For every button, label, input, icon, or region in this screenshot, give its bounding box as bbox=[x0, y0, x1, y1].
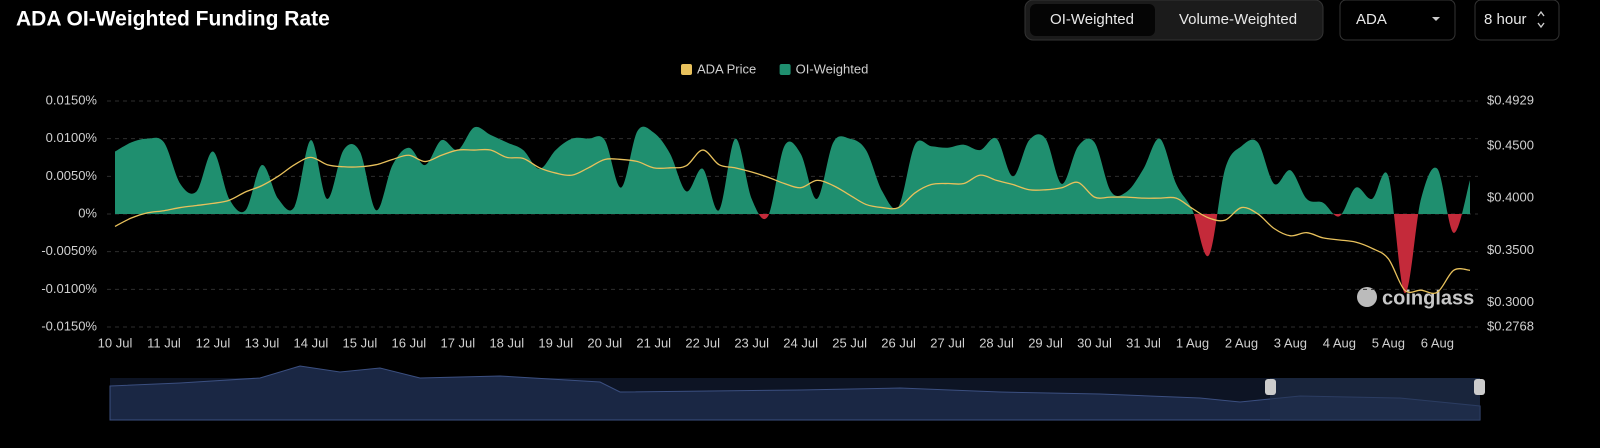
x-tick-label: 2 Aug bbox=[1225, 335, 1258, 350]
x-tick-label: 30 Jul bbox=[1077, 335, 1112, 350]
area-positive bbox=[115, 126, 1470, 214]
navigator-handle[interactable] bbox=[1474, 379, 1485, 395]
y-tick-label: -0.0150% bbox=[41, 318, 97, 333]
y-tick-label: 0.0150% bbox=[46, 92, 98, 107]
x-tick-label: 21 Jul bbox=[636, 335, 671, 350]
watermark: coinglass bbox=[1357, 287, 1474, 309]
x-tick-label: 12 Jul bbox=[196, 335, 231, 350]
chart-title: ADA OI-Weighted Funding Rate bbox=[16, 8, 330, 31]
x-tick-label: 24 Jul bbox=[783, 335, 818, 350]
y2-tick-label: $0.3500 bbox=[1487, 242, 1534, 257]
x-tick-label: 5 Aug bbox=[1372, 335, 1405, 350]
x-tick-label: 6 Aug bbox=[1421, 335, 1454, 350]
x-tick-label: 10 Jul bbox=[98, 335, 133, 350]
x-tick-label: 4 Aug bbox=[1323, 335, 1356, 350]
x-tick-label: 11 Jul bbox=[147, 335, 181, 350]
legend-swatch bbox=[779, 64, 791, 75]
toggle-button[interactable]: Volume-Weighted bbox=[1179, 11, 1297, 28]
x-tick-label: 17 Jul bbox=[440, 335, 475, 350]
interval-select[interactable] bbox=[1474, 0, 1560, 41]
x-tick-label: 29 Jul bbox=[1028, 335, 1063, 350]
navigator bbox=[109, 365, 1485, 421]
y2-tick-label: $0.4929 bbox=[1487, 92, 1534, 107]
y2-tick-label: $0.3000 bbox=[1487, 294, 1534, 309]
interval-value[interactable]: 8 hour bbox=[1484, 11, 1527, 28]
x-tick-label: 28 Jul bbox=[979, 335, 1014, 350]
watermark-icon bbox=[1357, 287, 1377, 307]
symbol-select[interactable] bbox=[1339, 0, 1456, 41]
toggle-button[interactable]: OI-Weighted bbox=[1050, 11, 1134, 28]
navigator-window[interactable] bbox=[1270, 378, 1480, 420]
x-tick-label: 23 Jul bbox=[734, 335, 769, 350]
y2-tick-label: $0.2768 bbox=[1487, 318, 1534, 333]
x-tick-label: 3 Aug bbox=[1274, 335, 1307, 350]
watermark-text: coinglass bbox=[1382, 287, 1474, 309]
x-tick-label: 20 Jul bbox=[587, 335, 622, 350]
x-tick-label: 27 Jul bbox=[930, 335, 965, 350]
symbol-value[interactable]: ADA bbox=[1356, 11, 1387, 28]
x-tick-label: 25 Jul bbox=[832, 335, 867, 350]
x-tick-label: 1 Aug bbox=[1176, 335, 1209, 350]
x-tick-label: 22 Jul bbox=[685, 335, 720, 350]
y-tick-label: -0.0050% bbox=[41, 243, 97, 258]
x-tick-label: 26 Jul bbox=[881, 335, 916, 350]
stepper-arrows bbox=[1537, 10, 1545, 29]
x-tick-label: 19 Jul bbox=[538, 335, 573, 350]
y-tick-label: 0.0050% bbox=[46, 168, 98, 183]
toggle-group: OI-Weighted Volume-Weighted bbox=[1024, 0, 1324, 41]
legend-label: OI-Weighted bbox=[796, 61, 869, 76]
x-tick-label: 13 Jul bbox=[245, 335, 280, 350]
x-tick-label: 15 Jul bbox=[343, 335, 378, 350]
y-tick-label: 0% bbox=[78, 205, 97, 220]
legend-label: ADA Price bbox=[697, 61, 756, 76]
y-tick-label: 0.0100% bbox=[46, 130, 98, 145]
legend-swatch bbox=[681, 64, 692, 75]
y2-tick-label: $0.4500 bbox=[1487, 137, 1534, 152]
y-tick-label: -0.0100% bbox=[41, 281, 97, 296]
x-tick-label: 31 Jul bbox=[1126, 335, 1161, 350]
price-line bbox=[114, 148, 1471, 295]
navigator-handle[interactable] bbox=[1265, 379, 1276, 395]
toggle-active[interactable] bbox=[1030, 4, 1155, 36]
x-tick-label: 18 Jul bbox=[489, 335, 524, 350]
dropdown-arrow bbox=[1432, 17, 1440, 21]
y2-tick-label: $0.4000 bbox=[1487, 190, 1534, 205]
x-tick-label: 14 Jul bbox=[294, 335, 329, 350]
x-tick-label: 16 Jul bbox=[392, 335, 427, 350]
